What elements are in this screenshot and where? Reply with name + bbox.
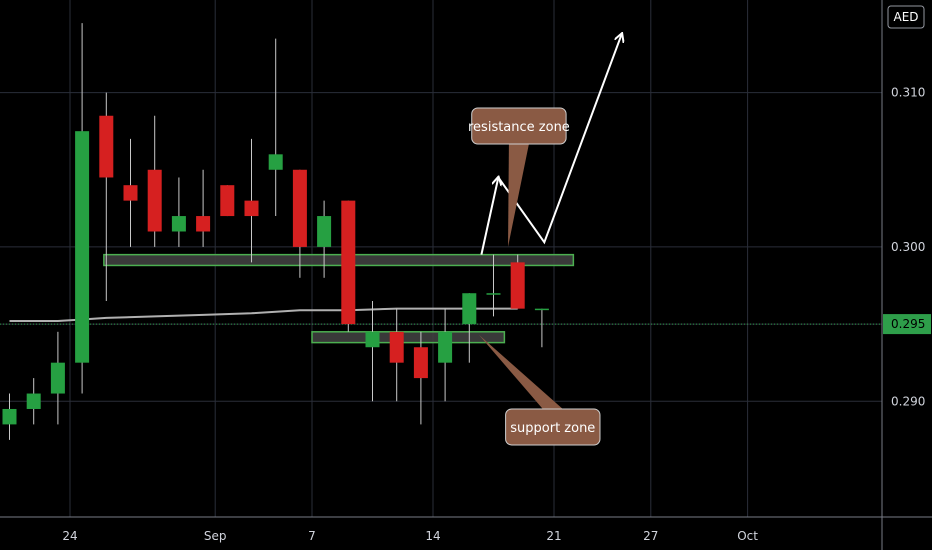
candle-4[interactable] <box>99 92 114 301</box>
candle-body <box>292 169 307 247</box>
candle-17[interactable] <box>413 331 428 425</box>
candle-body <box>244 200 259 217</box>
candle-5[interactable] <box>123 138 138 247</box>
x-tick-label-2: 7 <box>308 529 316 543</box>
candle-body <box>196 216 211 232</box>
candle-body <box>486 293 501 295</box>
candle-8[interactable] <box>196 169 211 247</box>
support-callout[interactable]: support zone <box>478 334 601 446</box>
callout-pointer <box>478 334 563 409</box>
y-tick-label-3: 0.310 <box>891 86 925 100</box>
resistance-zone-box[interactable] <box>103 253 575 267</box>
moving-average-line <box>9 307 518 323</box>
candle-body <box>171 216 186 232</box>
candle-13[interactable] <box>317 200 332 278</box>
candle-body <box>99 115 114 178</box>
candle-body <box>26 393 41 409</box>
candle-body <box>462 293 477 325</box>
candle-body <box>50 362 65 394</box>
candle-6[interactable] <box>147 115 162 247</box>
candle-body <box>75 131 90 363</box>
candle-20[interactable] <box>486 254 501 317</box>
candle-9[interactable] <box>220 185 235 217</box>
resistance-callout[interactable]: resistance zone <box>468 107 570 247</box>
candle-body <box>365 331 380 348</box>
candle-18[interactable] <box>438 308 453 402</box>
candle-body <box>317 216 332 247</box>
candle-body <box>389 331 404 363</box>
x-tick-label-5: 27 <box>643 529 658 543</box>
x-tick-label-1: Sep <box>204 529 227 543</box>
candle-body <box>220 185 235 217</box>
callout-text: support zone <box>510 421 595 436</box>
candle-body <box>147 169 162 232</box>
candle-body <box>510 262 525 309</box>
candle-14[interactable] <box>341 200 356 332</box>
x-tick-label-0: 24 <box>62 529 77 543</box>
callout-text: resistance zone <box>468 120 570 135</box>
candle-body <box>438 331 453 363</box>
current-price-box <box>883 314 931 335</box>
candle-body <box>268 154 283 170</box>
candle-12[interactable] <box>292 169 307 278</box>
y-tick-label-2: 0.300 <box>891 240 925 254</box>
annotations: resistance zone support zone <box>468 107 601 446</box>
currency-badge-box <box>887 5 925 29</box>
candle-0[interactable] <box>2 393 17 440</box>
candle-19[interactable] <box>462 293 477 363</box>
candle-body <box>341 200 356 325</box>
callout-pointer <box>508 144 529 247</box>
candle-22[interactable] <box>534 308 549 348</box>
callout-box <box>505 408 601 446</box>
candle-21[interactable] <box>510 254 525 309</box>
candle-16[interactable] <box>389 308 404 402</box>
zones <box>103 253 575 344</box>
candle-body <box>413 347 428 379</box>
candle-3[interactable] <box>75 23 90 394</box>
candle-2[interactable] <box>50 331 65 425</box>
candle-body <box>2 408 17 425</box>
moving-average-path <box>9 307 518 323</box>
candle-11[interactable] <box>268 38 283 217</box>
y-tick-label-0: 0.290 <box>891 394 925 408</box>
x-tick-label-6: Oct <box>737 529 758 543</box>
support-zone-box[interactable] <box>311 331 506 344</box>
x-tick-label-3: 14 <box>425 529 440 543</box>
candle-10[interactable] <box>244 138 259 263</box>
projection-arrow-1 <box>480 177 498 255</box>
candles[interactable] <box>2 23 549 440</box>
candle-7[interactable] <box>171 177 186 247</box>
current-price-label: 0.295 <box>891 317 925 331</box>
callout-box <box>471 107 567 145</box>
currency-badge[interactable]: AED <box>887 5 925 29</box>
current-price-badge: 0.295 <box>883 314 931 335</box>
candle-15[interactable] <box>365 300 380 402</box>
x-tick-label-4: 21 <box>546 529 561 543</box>
currency-label: AED <box>893 10 918 24</box>
candle-1[interactable] <box>26 378 41 425</box>
candle-body <box>123 185 138 201</box>
candle-body <box>534 308 549 311</box>
